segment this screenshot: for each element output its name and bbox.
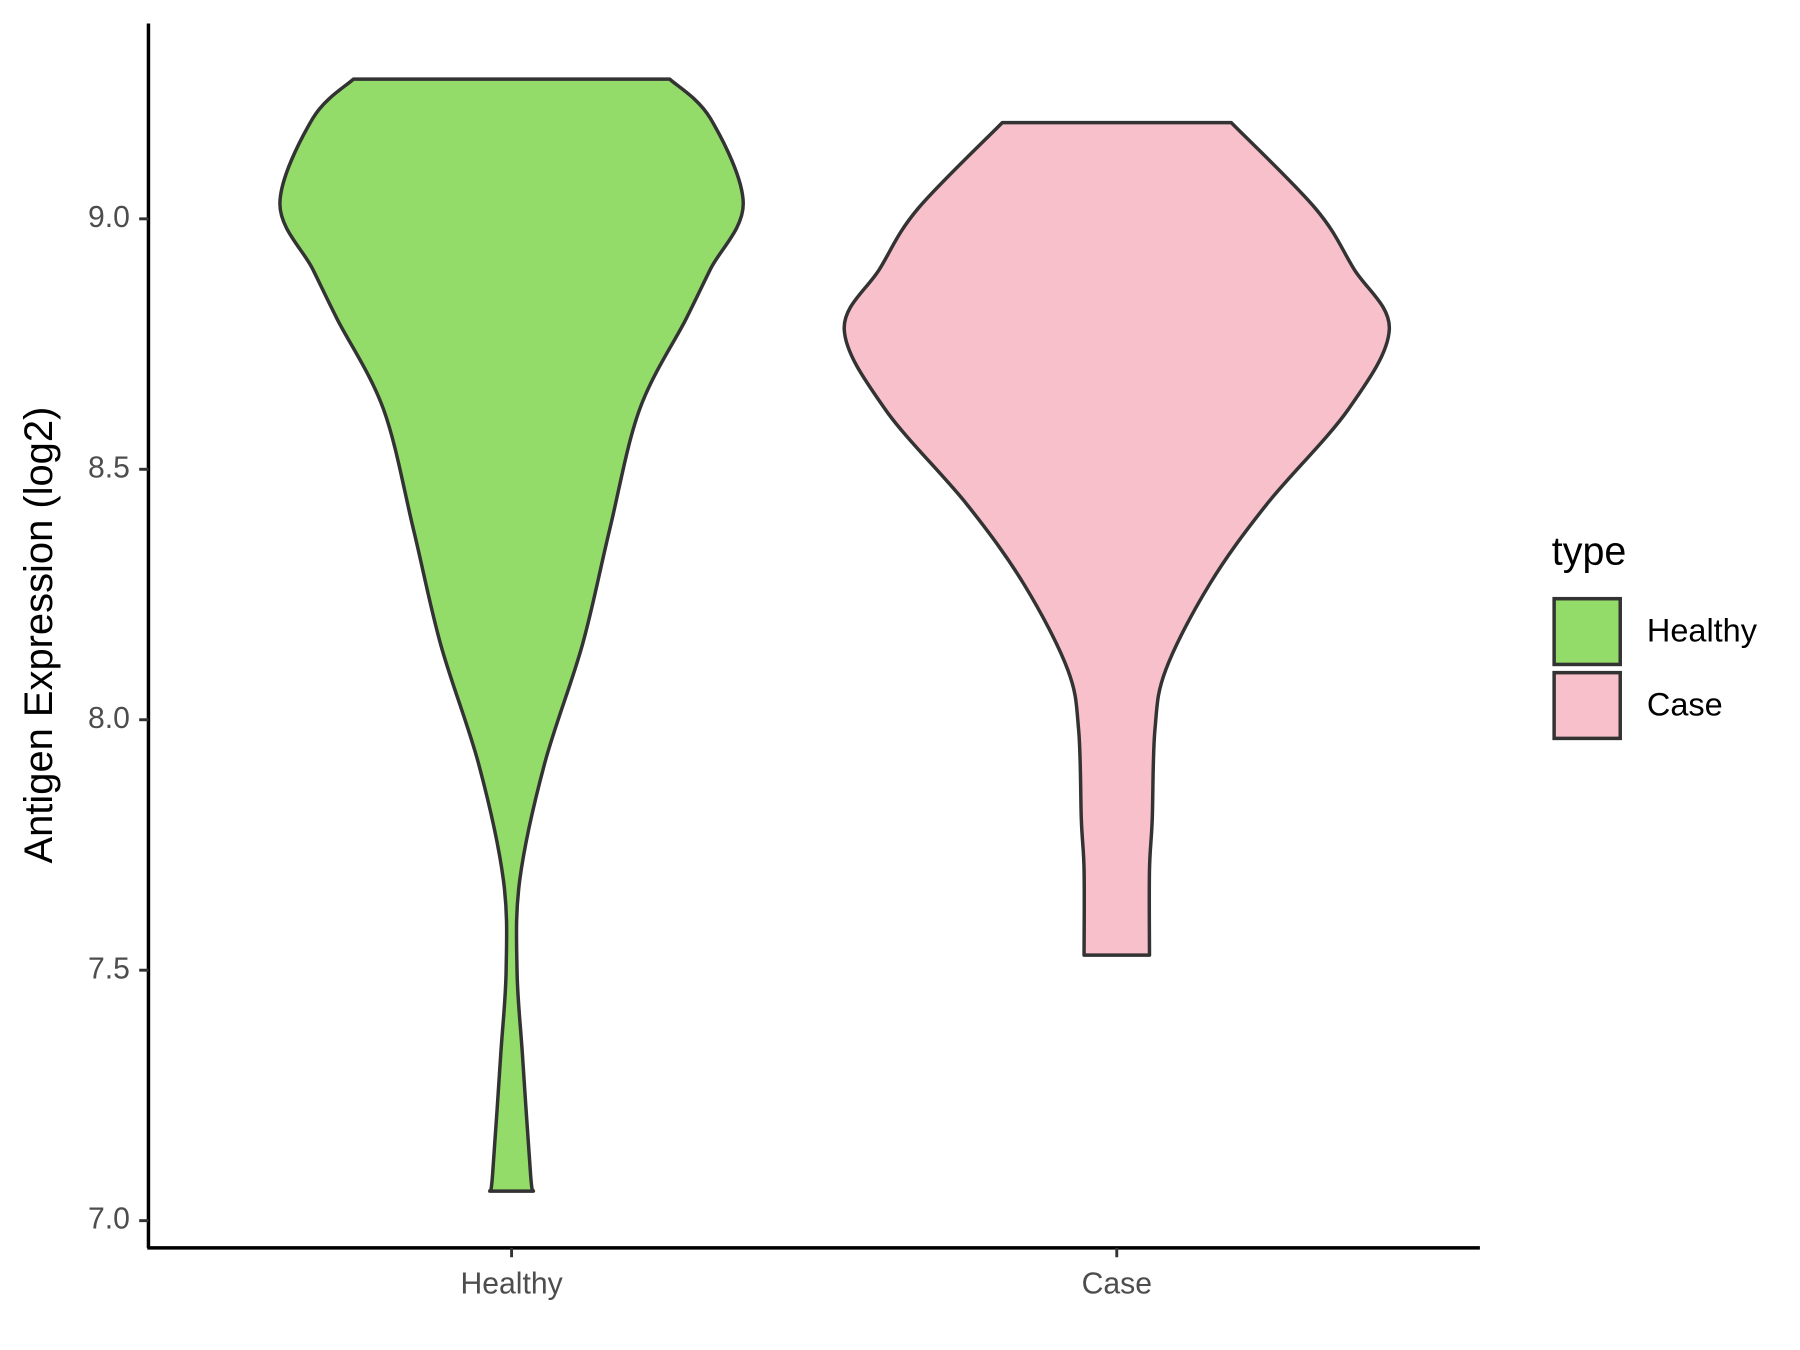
y-tick-label: 9.0 [88, 201, 130, 234]
legend-key [1552, 670, 1622, 741]
legend-label: Healthy [1647, 611, 1758, 648]
y-tick-label: 7.5 [88, 952, 130, 985]
y-tick-label: 7.0 [88, 1203, 130, 1236]
y-tick-label: 8.0 [88, 702, 130, 735]
x-tick-label: Healthy [460, 1267, 563, 1300]
y-axis-label: Antigen Expression (log2) [17, 407, 61, 864]
violin [278, 77, 745, 1193]
legend-key [1552, 596, 1622, 667]
x-tick-label: Case [1082, 1267, 1152, 1300]
violin [842, 120, 1392, 957]
legend-title: type [1552, 529, 1627, 573]
legend-label: Case [1647, 685, 1723, 722]
y-tick-label: 8.5 [88, 451, 130, 484]
